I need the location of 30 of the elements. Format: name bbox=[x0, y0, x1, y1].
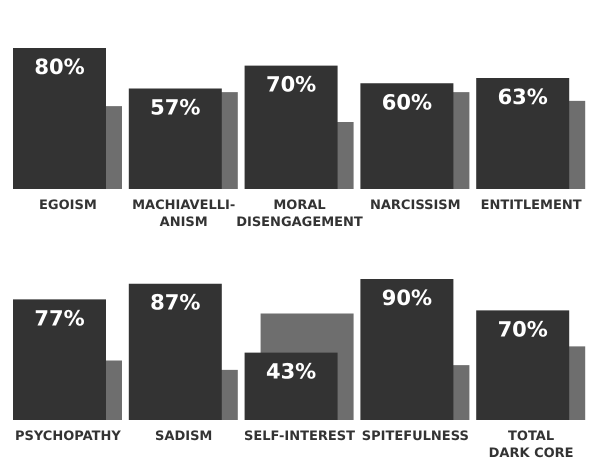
bar bbox=[244, 352, 338, 420]
x-tick-label: PSYCHOPATHY bbox=[14, 429, 122, 444]
bar bbox=[360, 279, 454, 420]
x-tick-label: EGOISM bbox=[39, 198, 97, 213]
x-tick-label: ENTITLEMENT bbox=[480, 198, 582, 213]
data-label: 57% bbox=[150, 96, 200, 120]
data-label: 60% bbox=[382, 90, 432, 114]
x-tick-label: NARCISSISM bbox=[370, 198, 461, 213]
data-label: 70% bbox=[266, 72, 316, 97]
x-tick-label: SPITEFULNESS bbox=[362, 429, 469, 444]
bar bbox=[360, 83, 454, 189]
x-tick-label: MACHIAVELLI- ANISM bbox=[132, 198, 236, 230]
bar bbox=[13, 299, 106, 420]
x-tick-label: TOTAL DARK CORE bbox=[488, 429, 574, 461]
bar bbox=[244, 66, 338, 189]
x-tick-label: SADISM bbox=[155, 429, 212, 444]
x-tick-label: SELF-INTEREST bbox=[244, 429, 356, 444]
bar bbox=[476, 310, 570, 420]
bar bbox=[128, 88, 222, 189]
data-label: 87% bbox=[150, 290, 200, 315]
data-label: 43% bbox=[266, 360, 316, 384]
bar bbox=[13, 48, 106, 189]
bar bbox=[476, 78, 570, 189]
x-tick-label: MORAL DISENGAGEMENT bbox=[236, 198, 363, 230]
data-label: 90% bbox=[382, 286, 432, 310]
bar bbox=[128, 284, 222, 420]
data-label: 63% bbox=[498, 84, 548, 109]
data-label: 77% bbox=[34, 306, 85, 330]
data-label: 80% bbox=[34, 55, 85, 79]
data-label: 70% bbox=[498, 317, 548, 342]
